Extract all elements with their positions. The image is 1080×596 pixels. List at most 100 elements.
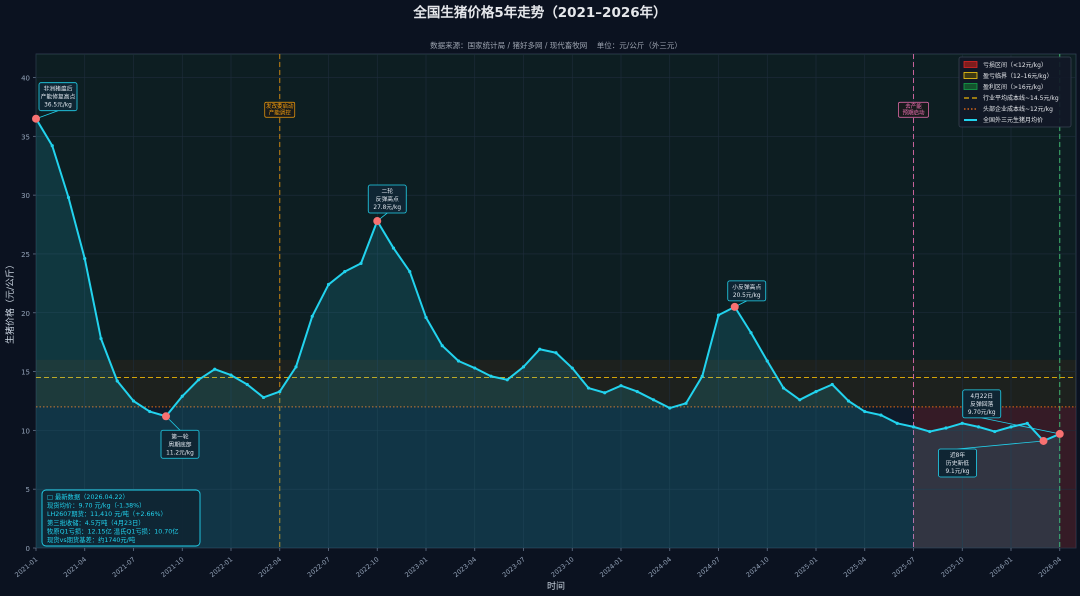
legend-label: 行业平均成本线~14.5元/kg bbox=[983, 94, 1059, 102]
y-tick-label: 30 bbox=[21, 192, 30, 200]
data-point bbox=[359, 261, 363, 265]
annotation-marker bbox=[730, 302, 739, 311]
data-point bbox=[765, 359, 769, 363]
data-point bbox=[603, 391, 607, 395]
data-point bbox=[781, 386, 786, 390]
annotation-text: 二轮反弹高点 27.8元/kg bbox=[373, 187, 401, 211]
data-point bbox=[131, 399, 136, 403]
annotation-marker bbox=[1055, 429, 1064, 438]
data-point bbox=[993, 429, 997, 434]
data-point bbox=[586, 386, 591, 390]
legend-swatch bbox=[963, 61, 978, 68]
info-line: LH2607期货：11,410 元/吨（+2.66%） bbox=[47, 509, 167, 518]
annotation-text: 小反弹高点 20.5元/kg bbox=[732, 283, 761, 299]
data-point bbox=[944, 426, 948, 430]
annotation-box bbox=[727, 280, 767, 302]
info-line: □ 最新数据（2026.04.22） bbox=[47, 492, 129, 501]
data-point bbox=[700, 374, 704, 378]
annotation-marker bbox=[373, 217, 382, 226]
chart-subtitle: 数据来源：国家统计局 / 猪好多网 / 现代畜牧网 单位：元/公斤（外三元） bbox=[430, 40, 682, 50]
annotation-leader bbox=[981, 417, 1060, 435]
data-point bbox=[99, 337, 103, 341]
annotation-text: 4月22日反弹回落 9.70元/kg bbox=[968, 393, 996, 416]
data-point bbox=[960, 421, 964, 425]
legend-swatch bbox=[963, 83, 978, 90]
data-point bbox=[1025, 421, 1029, 425]
data-point bbox=[879, 413, 883, 417]
data-point bbox=[668, 406, 672, 410]
data-point bbox=[115, 379, 119, 383]
data-point bbox=[554, 351, 558, 355]
data-point bbox=[391, 246, 396, 250]
series-line bbox=[35, 118, 1061, 442]
data-point bbox=[619, 384, 623, 388]
data-point bbox=[229, 373, 233, 377]
event-label-box bbox=[264, 101, 296, 118]
annotation-leader bbox=[957, 440, 1044, 450]
legend-label: 盈利区间（>16元/kg） bbox=[983, 83, 1047, 91]
info-line: 牧原Q1亏损：12.15亿 温氏Q1亏损：10.70亿 bbox=[47, 526, 179, 535]
data-point bbox=[635, 389, 639, 394]
profit-zone bbox=[36, 54, 1076, 360]
annotation-marker bbox=[32, 114, 40, 123]
data-point bbox=[245, 382, 249, 387]
data-point bbox=[895, 421, 899, 425]
data-point bbox=[343, 269, 347, 274]
legend-label: 盈亏临界（12–16元/kg） bbox=[983, 72, 1053, 80]
annotation-box bbox=[938, 448, 977, 478]
data-point bbox=[424, 315, 428, 320]
data-point bbox=[196, 378, 201, 382]
data-point bbox=[83, 257, 87, 261]
data-point bbox=[310, 314, 314, 318]
data-point bbox=[651, 398, 656, 402]
legend-label: 亏损区间（<12元/kg） bbox=[983, 61, 1047, 69]
data-point bbox=[294, 365, 298, 369]
legend-label: 头部企业成本线~12元/kg bbox=[983, 105, 1053, 113]
event-label: 去产能预期启动 bbox=[902, 102, 925, 117]
data-point bbox=[278, 389, 282, 394]
y-tick-label: 10 bbox=[21, 427, 30, 435]
breakeven-zone bbox=[36, 359, 1076, 407]
data-point bbox=[538, 347, 542, 351]
chart-title: 全国生猪价格5年走势（2021–2026年） bbox=[412, 4, 666, 21]
data-point bbox=[489, 374, 493, 378]
data-point bbox=[846, 399, 851, 403]
data-point bbox=[148, 409, 152, 414]
data-point bbox=[814, 389, 818, 394]
data-point bbox=[326, 282, 331, 287]
y-tick-label: 5 bbox=[26, 486, 30, 494]
data-point bbox=[570, 366, 574, 370]
data-point bbox=[798, 398, 802, 402]
data-point bbox=[456, 359, 461, 363]
annotation-marker bbox=[162, 412, 170, 421]
series-area bbox=[36, 118, 1060, 548]
data-point bbox=[180, 394, 184, 398]
data-point bbox=[505, 378, 509, 382]
y-tick-label: 0 bbox=[26, 545, 30, 553]
y-tick-label: 15 bbox=[21, 369, 30, 377]
data-point bbox=[213, 367, 217, 371]
info-box bbox=[41, 489, 201, 547]
y-tick-label: 35 bbox=[21, 133, 30, 141]
annotation-text: 非洲猪瘟后产能修复高点 36.5元/kg bbox=[41, 85, 76, 109]
data-point bbox=[50, 144, 54, 148]
legend-swatch bbox=[963, 72, 978, 79]
annotation-text: 第一轮周期底部 11.2元/kg bbox=[166, 432, 194, 456]
x-axis-label: 时间 bbox=[547, 580, 565, 592]
event-label: 发改委启动产能调控 bbox=[266, 102, 294, 117]
data-point bbox=[911, 425, 916, 429]
data-point bbox=[830, 382, 834, 387]
data-point bbox=[684, 401, 688, 405]
annotation-box bbox=[367, 184, 407, 214]
legend-label: 全国外三元生猪月均价 bbox=[983, 116, 1043, 124]
y-axis-label: 生猪价格（元/公斤） bbox=[4, 260, 16, 344]
event-label-box bbox=[898, 101, 929, 118]
annotation-marker bbox=[1039, 436, 1048, 445]
y-tick-label: 20 bbox=[21, 310, 30, 318]
data-point bbox=[66, 195, 71, 200]
annotation-box bbox=[38, 82, 78, 112]
legend-box bbox=[958, 56, 1072, 128]
data-point bbox=[976, 425, 981, 429]
